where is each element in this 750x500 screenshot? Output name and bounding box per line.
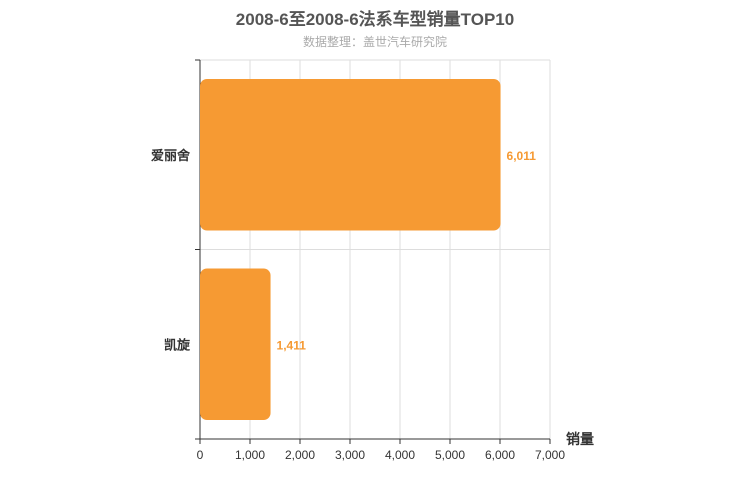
data-label: 1,411 xyxy=(277,338,307,352)
x-tick-label: 5,000 xyxy=(435,448,465,462)
x-tick-label: 3,000 xyxy=(335,448,365,462)
bar[interactable] xyxy=(200,78,501,231)
bars xyxy=(200,78,501,421)
x-tick-label: 0 xyxy=(197,448,204,462)
x-tick-label: 1,000 xyxy=(235,448,265,462)
x-tick-label: 7,000 xyxy=(535,448,565,462)
category-label: 凯旋 xyxy=(164,337,191,352)
chart-subtitle: 数据整理：盖世汽车研究院 xyxy=(302,35,447,49)
bar[interactable] xyxy=(200,268,271,421)
data-label: 6,011 xyxy=(507,149,537,163)
x-axis-title: 销量 xyxy=(566,431,594,447)
labels: 0 1,000 2,000 3,000 4,000 5,000 6,000 7,000 爱丽舍 6… xyxy=(151,148,594,462)
x-tick-label: 4,000 xyxy=(385,448,415,462)
x-tick-label: 2,000 xyxy=(285,448,315,462)
category-label: 爱丽舍 xyxy=(151,148,191,163)
x-tick-label: 6,000 xyxy=(485,448,515,462)
chart-title: 2008-6至2008-6法系车型销量TOP10 xyxy=(235,10,515,29)
